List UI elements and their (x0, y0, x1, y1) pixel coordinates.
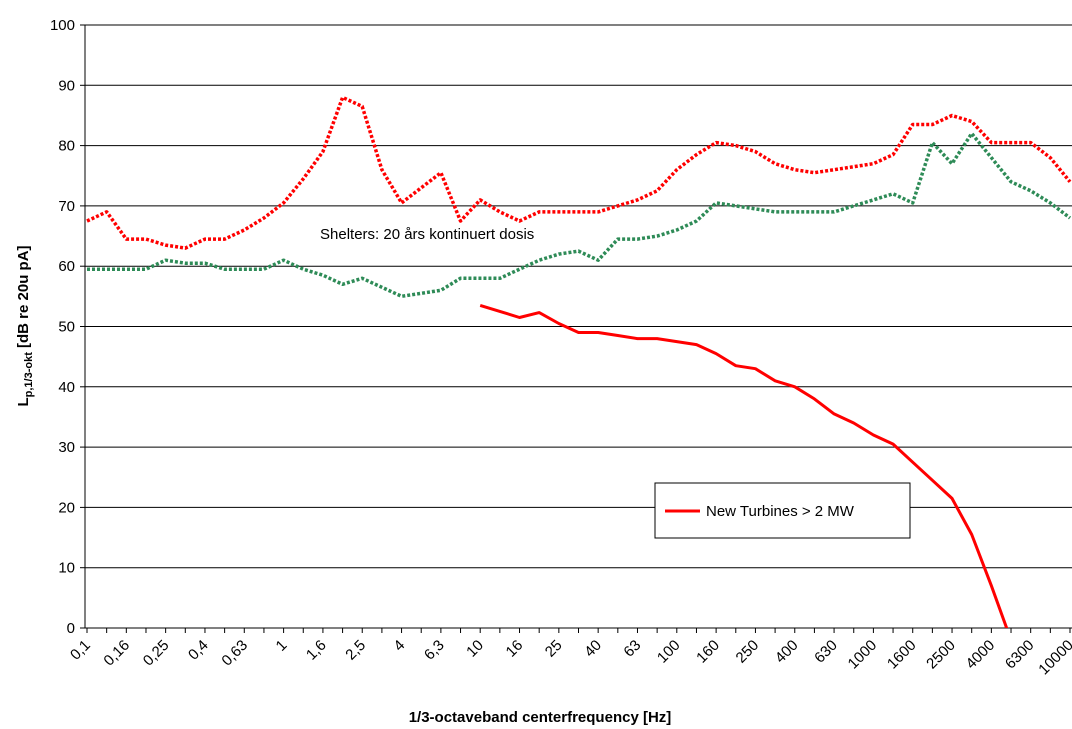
y-axis-title-main: L (15, 397, 32, 406)
y-tick-label: 10 (58, 560, 75, 577)
y-tick-label: 100 (50, 17, 75, 34)
y-axis-title-sub: p,1/3-okt (23, 352, 35, 398)
x-tick-label: 630 (811, 637, 841, 667)
x-tick-label: 0,1 (67, 637, 94, 664)
x-tick-label: 4 (390, 637, 408, 655)
legend-label: New Turbines > 2 MW (706, 503, 855, 520)
series-line (479, 303, 1009, 628)
x-tick-label: 6,3 (421, 637, 448, 664)
y-tick-label: 50 (58, 319, 75, 336)
x-tick-label: 40 (581, 637, 605, 661)
x-tick-label: 6300 (1002, 637, 1038, 673)
series-line (86, 95, 1072, 250)
y-axis-title: Lp,1/3-okt [dB re 20u pA] (15, 245, 35, 406)
x-tick-label: 250 (733, 637, 763, 667)
x-tick-label: 400 (772, 637, 802, 667)
x-tick-label: 16 (503, 637, 527, 661)
annotation: Shelters: 20 års kontinuert dosis (320, 226, 534, 243)
y-tick-label: 90 (58, 77, 75, 94)
y-tick-label: 70 (58, 198, 75, 215)
x-tick-label: 0,16 (100, 637, 133, 670)
y-tick-label: 30 (58, 439, 75, 456)
series-line (87, 131, 1072, 299)
x-tick-label: 10000 (1035, 637, 1072, 679)
x-tick-label: 0,63 (218, 637, 251, 670)
y-tick-label: 40 (58, 379, 75, 396)
x-tick-label: 1,6 (303, 637, 330, 664)
x-tick-label: 10 (463, 637, 487, 661)
x-tick-label: 63 (620, 637, 644, 661)
x-tick-label: 1000 (845, 637, 881, 673)
y-tick-label: 60 (58, 258, 75, 275)
x-tick-label: 1 (273, 637, 291, 655)
x-tick-label: 0,4 (185, 637, 212, 664)
y-tick-label: 20 (58, 499, 75, 516)
x-tick-label: 0,25 (140, 637, 173, 670)
x-tick-label: 2,5 (342, 637, 369, 664)
x-tick-label: 25 (542, 637, 566, 661)
y-tick-label: 0 (67, 620, 75, 637)
x-tick-label: 1600 (884, 637, 920, 673)
x-tick-label: 2500 (923, 637, 959, 673)
y-tick-label: 80 (58, 138, 75, 155)
legend: New Turbines > 2 MW (654, 482, 911, 539)
x-tick-label: 160 (693, 637, 723, 667)
y-axis-title-rest: [dB re 20u pA] (15, 245, 32, 352)
x-tick-label: 100 (654, 637, 684, 667)
x-tick-label: 4000 (963, 637, 999, 673)
x-axis-title: 1/3-octaveband centerfrequency [Hz] (409, 709, 672, 726)
